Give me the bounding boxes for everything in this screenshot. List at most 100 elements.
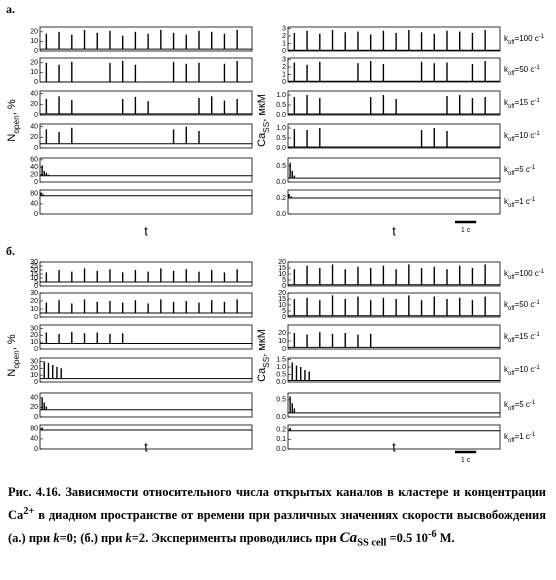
k-label: koff=10 c-1: [504, 131, 540, 143]
panel-frame: [287, 324, 501, 350]
label-sup: -1: [534, 300, 540, 306]
y-tick-label: 20: [278, 330, 286, 337]
y-tick-label: 0.0: [276, 379, 286, 386]
group-label: б.: [6, 244, 15, 258]
y-axis-label: Nopen, %: [6, 99, 21, 141]
label-sub: SS: [262, 356, 271, 368]
y-tick-label: 10: [278, 338, 286, 345]
label-sub: off: [508, 203, 515, 209]
label-main: Ca: [256, 132, 268, 147]
y-tick-label: 3: [282, 56, 286, 63]
y-tick-label: 15: [278, 265, 286, 272]
label-sup: -1: [534, 365, 540, 371]
label-sup: -1: [534, 131, 540, 137]
label-sub: off: [508, 71, 515, 77]
y-tick-label: 1.0: [276, 92, 286, 99]
y-tick-label: 20: [30, 298, 38, 305]
y-tick-label: 0: [34, 446, 38, 453]
x-axis-label: t: [392, 439, 396, 454]
panel-frame: [39, 424, 253, 450]
y-tick-label: 10: [30, 372, 38, 379]
label-sub: off: [508, 104, 515, 110]
caption-sub: SS cell: [357, 537, 387, 549]
y-tick-label: 0: [282, 79, 286, 86]
panel-frame: [287, 157, 501, 183]
y-tick-label: 0.0: [276, 179, 286, 186]
panel-frame: [287, 57, 501, 83]
y-tick-label: 15: [30, 271, 38, 278]
y-tick-label: 0: [282, 283, 286, 290]
label-sub: open: [12, 350, 21, 369]
y-tick-label: 0: [282, 48, 286, 55]
y-tick-label: 0.5: [276, 163, 286, 170]
label-sub: off: [508, 371, 515, 377]
y-tick-label: 0: [34, 48, 38, 55]
panel-frame: [287, 189, 501, 215]
y-tick-label: 0: [34, 211, 38, 218]
label-sub: SS: [262, 121, 271, 133]
scale-bar-label: 1 c: [461, 457, 471, 464]
y-tick-label: 30: [30, 290, 38, 297]
caption-text: в диадном пространстве от времени при ра…: [8, 508, 546, 546]
y-tick-label: 10: [30, 339, 38, 346]
label-sub: off: [508, 137, 515, 143]
k-label: koff=50 c-1: [504, 300, 540, 312]
y-tick-label: 5: [282, 308, 286, 315]
panel-frame: [287, 392, 501, 418]
y-tick-label: 20: [278, 290, 286, 297]
label-rest: =5 c: [515, 400, 530, 409]
scale-bar-label: 1 c: [461, 227, 471, 234]
y-tick-label: 3: [282, 25, 286, 32]
y-tick-label: 60: [30, 157, 38, 164]
label-rest: =15 c: [515, 98, 535, 107]
label-sub: off: [508, 171, 515, 177]
y-tick-label: 0.0: [276, 211, 286, 218]
x-axis-label: t: [144, 439, 148, 454]
label-rest: , мкМ: [256, 94, 268, 122]
y-tick-label: 0: [34, 145, 38, 152]
y-tick-label: 30: [30, 259, 38, 266]
y-tick-label: 0.0: [276, 446, 286, 453]
k-label: koff=5 c-1: [504, 165, 536, 177]
y-tick-label: 5: [34, 279, 38, 286]
y-tick-label: 1: [282, 40, 286, 47]
label-rest: , %: [6, 334, 18, 350]
y-tick-label: 0.5: [276, 371, 286, 378]
k-label: koff=10 c-1: [504, 365, 540, 377]
label-main: k: [504, 400, 509, 409]
caption-text: =0; (б.) при: [59, 531, 126, 546]
y-tick-label: 5: [282, 277, 286, 284]
y-tick-label: 0: [34, 414, 38, 421]
y-tick-label: 0: [34, 379, 38, 386]
y-tick-label: 1.0: [276, 364, 286, 371]
y-tick-label: 20: [30, 29, 38, 36]
y-tick-label: 2: [282, 33, 286, 40]
x-axis-label: t: [144, 223, 148, 238]
panel-frame: [287, 424, 501, 450]
label-sup: -1: [530, 432, 536, 438]
caption-var: k: [125, 531, 132, 546]
y-axis-label: CaSS, мкМ: [256, 94, 271, 147]
y-tick-label: 40: [30, 164, 38, 171]
label-sub: off: [508, 338, 515, 344]
caption-text: =2. Эксперименты проводились при: [131, 531, 340, 546]
label-rest: =50 c: [515, 300, 535, 309]
y-tick-label: 40: [30, 395, 38, 402]
y-tick-label: 15: [278, 296, 286, 303]
panel-frame: [39, 357, 253, 383]
label-main: k: [504, 300, 509, 309]
y-tick-label: 25: [30, 263, 38, 270]
y-tick-label: 20: [30, 134, 38, 141]
label-main: k: [504, 269, 509, 278]
label-rest: =50 c: [515, 65, 535, 74]
y-tick-label: 80: [30, 191, 38, 198]
panel-frame: [39, 324, 253, 350]
y-tick-label: 0: [34, 314, 38, 321]
caption-text: М.: [436, 531, 455, 546]
x-axis-label: t: [392, 223, 396, 238]
panel-frame: [287, 123, 501, 149]
y-tick-label: 0: [34, 346, 38, 353]
label-sup: -1: [534, 65, 540, 71]
label-sub: open: [12, 115, 21, 134]
y-tick-label: 20: [30, 365, 38, 372]
